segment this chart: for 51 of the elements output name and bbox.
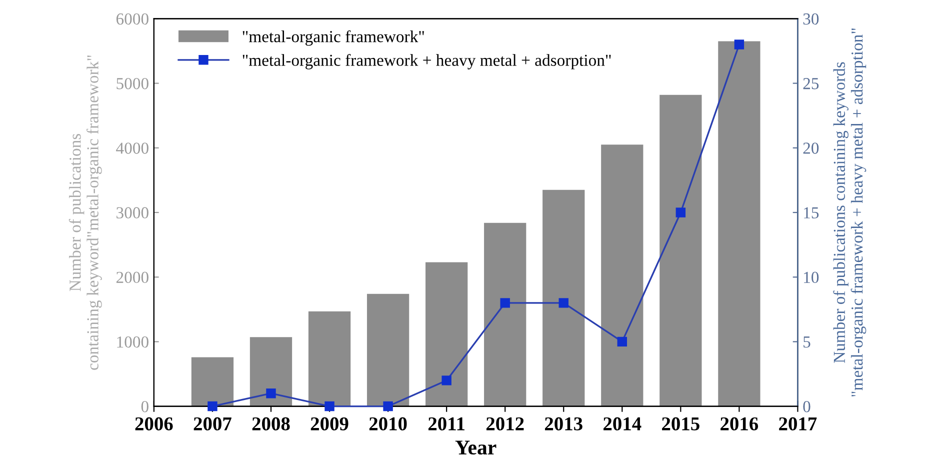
point xyxy=(383,401,393,412)
x-tick-label: 2014 xyxy=(604,417,642,430)
bar xyxy=(660,94,702,406)
bar xyxy=(601,144,644,406)
point xyxy=(734,40,744,50)
x-tick-label: 2010 xyxy=(369,417,407,430)
bar xyxy=(308,311,351,406)
point xyxy=(500,298,510,308)
bar xyxy=(426,262,468,406)
x-tick-label: 2009 xyxy=(310,417,348,430)
y-tick-label: 3000 xyxy=(116,207,148,218)
y-tick-label: 0 xyxy=(141,400,148,412)
y-tick-label: 6000 xyxy=(116,13,148,25)
point xyxy=(208,401,218,412)
point xyxy=(442,376,452,386)
y2-tick-label: 5 xyxy=(804,336,810,348)
bar xyxy=(484,222,526,406)
y2-tick-label: 20 xyxy=(803,142,819,154)
y-axis-title: Number of publications containing keyword"metal-organic framework" xyxy=(68,56,102,370)
y2-tick-label: 30 xyxy=(803,13,819,25)
legend-label: "metal-organic framework + heavy metal + adsorption" xyxy=(242,54,611,70)
bar xyxy=(191,357,234,406)
bar xyxy=(542,190,585,406)
x-tick-label: 2017 xyxy=(779,417,817,430)
point xyxy=(676,208,686,218)
y-tick-label: 5000 xyxy=(116,78,148,90)
y-tick-label: 1000 xyxy=(117,336,148,348)
x-tick-label: 2012 xyxy=(486,417,524,430)
x-tick-label: 2006 xyxy=(135,417,173,430)
y2-tick-label: 25 xyxy=(803,78,819,90)
x-tick-label: 2011 xyxy=(428,417,464,430)
x-tick-label: 2013 xyxy=(544,417,582,430)
y2-tick-label: 15 xyxy=(804,207,819,218)
point xyxy=(324,401,334,412)
point xyxy=(266,388,276,398)
legend-label: "metal-organic framework" xyxy=(242,30,424,46)
x-axis-title: Year xyxy=(455,440,496,455)
x-tick-label: 2007 xyxy=(194,417,232,430)
y2-axis-title: Number of publications containing keywords "metal-organic framework + heavy metal + adsorption" xyxy=(833,28,866,396)
y-tick-label: 2000 xyxy=(116,272,148,284)
point xyxy=(558,298,568,308)
x-tick-label: 2015 xyxy=(662,417,700,430)
bar xyxy=(718,41,760,406)
bar xyxy=(366,294,410,406)
y2-tick-label: 10 xyxy=(804,272,819,284)
point xyxy=(617,336,628,347)
y-tick-label: 4000 xyxy=(116,142,148,154)
x-tick-label: 2016 xyxy=(720,417,758,430)
y2-tick-label: 0 xyxy=(803,400,810,412)
x-tick-label: 2008 xyxy=(252,417,290,430)
bar xyxy=(250,337,292,406)
